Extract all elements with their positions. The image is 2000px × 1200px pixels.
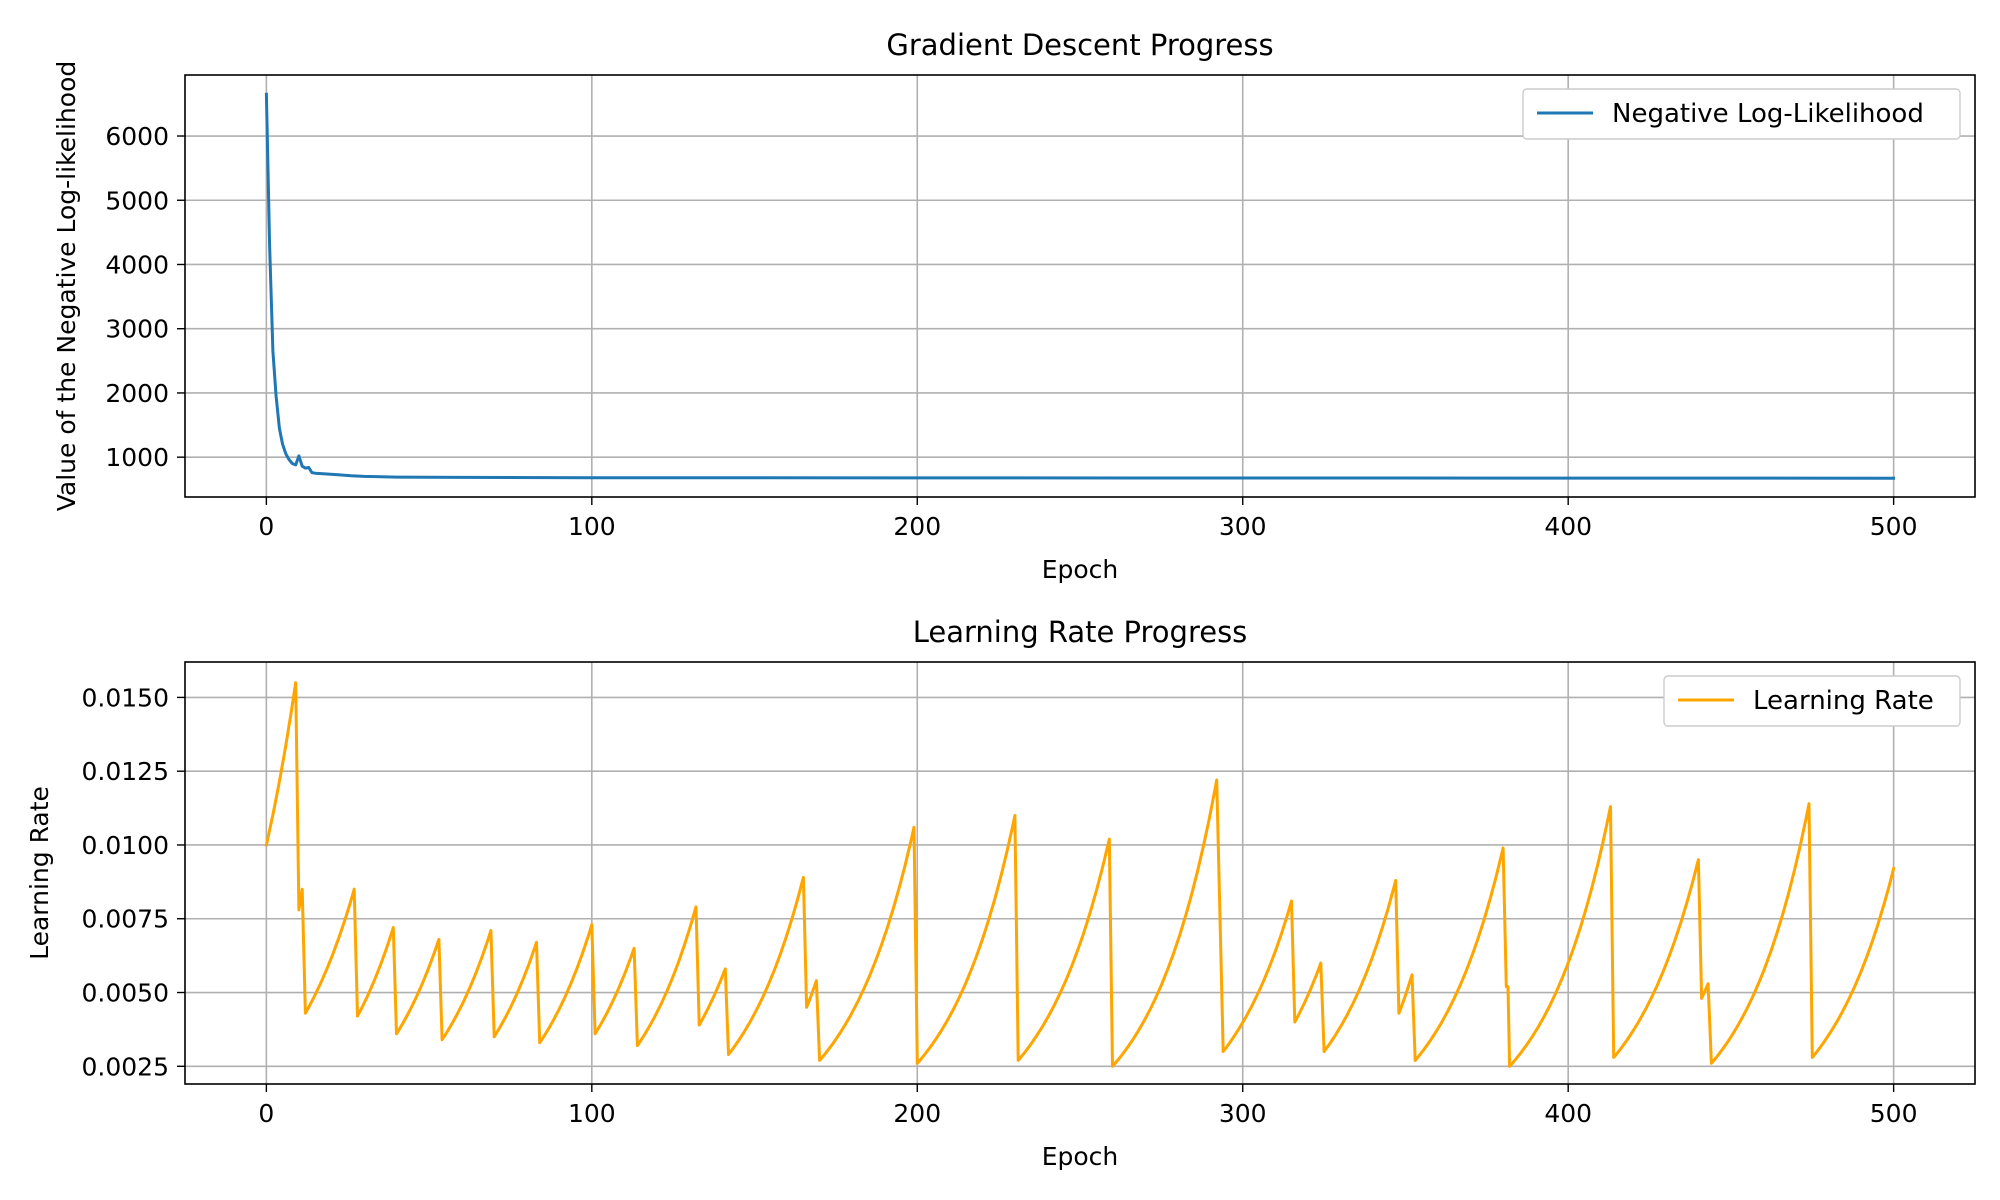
y-tick-label: 0.0025 bbox=[82, 1052, 169, 1081]
lr-grid bbox=[185, 662, 1975, 1084]
lr-chart: Learning Rate Progress 0 100 200 300 400 5000… bbox=[25, 615, 1976, 1171]
x-tick-label: 300 bbox=[1219, 1099, 1267, 1128]
lr-chart-title: Learning Rate Progress bbox=[913, 615, 1248, 649]
lr-x-axis-label: Epoch bbox=[1042, 1142, 1119, 1171]
x-tick-label: 0 bbox=[258, 512, 274, 541]
x-tick-label: 500 bbox=[1870, 512, 1918, 541]
lr-legend-box bbox=[1663, 675, 1961, 727]
x-tick-label: 400 bbox=[1544, 512, 1592, 541]
y-tick-label: 2000 bbox=[105, 379, 169, 408]
y-tick-label: 0.0125 bbox=[82, 757, 169, 786]
nll-ticks: 0 100 200 300 400 500 1000 2000 3000 4000 5000 6000 bbox=[105, 122, 1917, 541]
y-tick-label: 0.0100 bbox=[82, 831, 169, 860]
lr-y-axis-label: Learning Rate bbox=[25, 786, 54, 960]
y-tick-label: 4000 bbox=[105, 250, 169, 279]
y-tick-label: 6000 bbox=[105, 122, 169, 151]
nll-chart: Gradient Descent Progress 0 100 200 300 400 5… bbox=[52, 28, 1976, 584]
y-tick-label: 5000 bbox=[105, 186, 169, 215]
lr-axes-frame bbox=[184, 661, 1976, 1085]
x-tick-label: 100 bbox=[568, 512, 616, 541]
nll-legend: Negative Log-Likelihood bbox=[1522, 88, 1961, 140]
y-tick-label: 0.0150 bbox=[82, 683, 169, 712]
nll-chart-title: Gradient Descent Progress bbox=[886, 28, 1273, 62]
nll-legend-box bbox=[1522, 88, 1961, 140]
series-line bbox=[264, 681, 1896, 1068]
x-tick-label: 200 bbox=[893, 1099, 941, 1128]
y-tick-label: 3000 bbox=[105, 315, 169, 344]
nll-legend-label: Negative Log-Likelihood bbox=[1612, 99, 1924, 129]
y-tick-label: 0.0075 bbox=[82, 905, 169, 934]
x-tick-label: 100 bbox=[568, 1099, 616, 1128]
lr-legend: Learning Rate bbox=[1663, 675, 1961, 727]
nll-axes-frame bbox=[184, 74, 1976, 498]
x-tick-label: 300 bbox=[1219, 512, 1267, 541]
x-tick-label: 200 bbox=[893, 512, 941, 541]
x-tick-label: 0 bbox=[258, 1099, 274, 1128]
nll-x-axis-label: Epoch bbox=[1042, 555, 1119, 584]
nll-y-axis-label: Value of the Negative Log-likelihood bbox=[52, 61, 81, 512]
lr-series-layer bbox=[264, 681, 1896, 1068]
y-tick-label: 0.0050 bbox=[82, 979, 169, 1008]
x-tick-label: 500 bbox=[1870, 1099, 1918, 1128]
lr-ticks: 0 100 200 300 400 500 0.0025 0.0050 0.0075 0.0100… bbox=[82, 683, 1918, 1128]
nll-series-layer bbox=[264, 92, 1896, 480]
y-tick-label: 1000 bbox=[105, 443, 169, 472]
series-line bbox=[264, 92, 1896, 480]
x-tick-label: 400 bbox=[1544, 1099, 1592, 1128]
lr-legend-label: Learning Rate bbox=[1753, 686, 1934, 716]
